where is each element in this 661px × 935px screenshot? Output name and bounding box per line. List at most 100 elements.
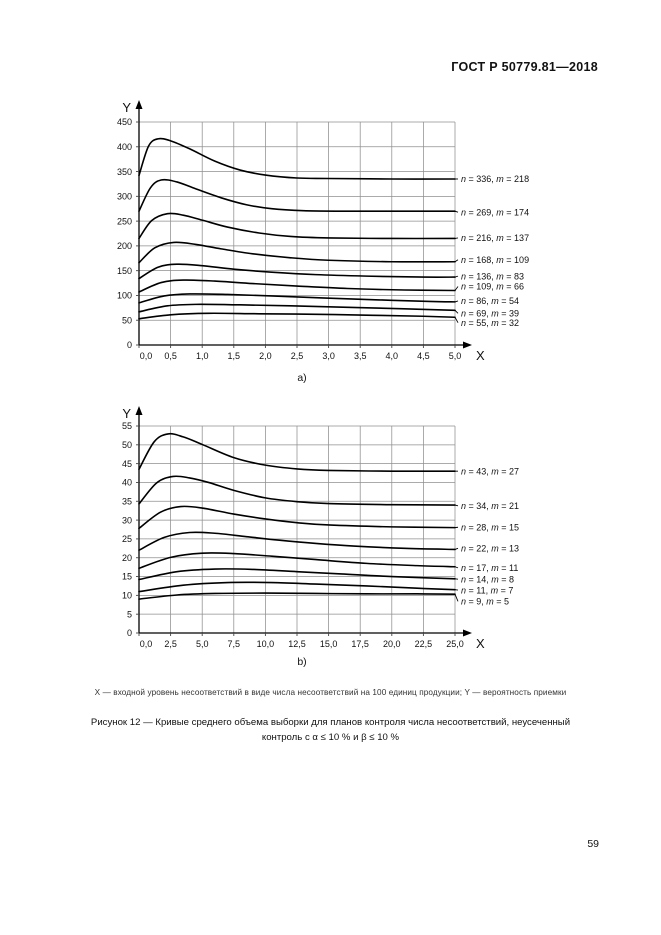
page-number: 59 xyxy=(587,838,599,850)
x-tick-label: 2,5 xyxy=(291,351,304,361)
x-tick-label: 1,0 xyxy=(196,351,209,361)
curve-b-5 xyxy=(138,568,456,581)
series-label-b-2: n = 28, m = 15 xyxy=(461,522,519,532)
series-label-b-0: n = 43, m = 27 xyxy=(461,466,519,476)
x-tick-label: 5,0 xyxy=(449,351,462,361)
curve-a-1 xyxy=(138,178,456,213)
y-tick-label: 25 xyxy=(122,534,132,544)
y-tick-label: 0 xyxy=(127,628,132,638)
series-label-a-2: n = 216, m = 137 xyxy=(461,233,529,243)
series-label-a-8: n = 55, m = 32 xyxy=(461,318,519,328)
y-tick-label: 55 xyxy=(122,421,132,431)
series-label-b-5: n = 14, m = 8 xyxy=(461,574,514,584)
figure-caption-line2: контроль с α ≤ 10 % и β ≤ 10 % xyxy=(261,731,400,743)
y-tick-label: 300 xyxy=(117,192,132,202)
x-tick-label: 2,0 xyxy=(259,351,272,361)
x-axis-arrow xyxy=(463,629,472,637)
x-tick-label: 3,0 xyxy=(322,351,335,361)
series-labels: n = 336, m = 218 n = 269, m = 174 n = 216,… xyxy=(454,174,529,328)
y-tick-label: 20 xyxy=(122,553,132,563)
x-tick-label: 7,5 xyxy=(228,639,241,649)
grid xyxy=(139,121,456,345)
chart-b: b) n = 43, m = 27 n = 34, m = 21 n = 28, m… xyxy=(122,406,519,668)
y-axis-title: Y xyxy=(122,406,131,421)
x-tick-label: 22,5 xyxy=(415,639,433,649)
y-axis-arrow xyxy=(135,406,143,415)
series-label-b-6: n = 11, m = 7 xyxy=(461,585,513,595)
y-tick-label: 35 xyxy=(122,496,132,506)
curve-b-2 xyxy=(138,505,456,530)
x-tick-label: 2,5 xyxy=(164,639,177,649)
x-tick-label: 3,5 xyxy=(354,351,367,361)
curve-b-4 xyxy=(138,552,456,570)
y-tick-label: 100 xyxy=(117,291,132,301)
x-tick-label: 4,0 xyxy=(386,351,399,361)
curve-b-7 xyxy=(138,592,456,600)
x-tick-label: 0,0 xyxy=(140,351,153,361)
curve-a-7 xyxy=(138,303,456,313)
axes xyxy=(135,100,472,349)
curve-b-3 xyxy=(138,531,456,551)
x-tick-label: 25,0 xyxy=(446,639,464,649)
curve-a-5 xyxy=(138,279,456,293)
y-tick-label: 10 xyxy=(122,591,132,601)
y-tick-label: 0 xyxy=(127,340,132,350)
x-tick-label: 12,5 xyxy=(288,639,306,649)
grid xyxy=(139,425,456,633)
series-label-a-0: n = 336, m = 218 xyxy=(461,174,529,184)
curve-b-6 xyxy=(138,581,456,593)
x-axis-title: X xyxy=(476,636,485,651)
y-tick-label: 350 xyxy=(117,167,132,177)
curve-a-3 xyxy=(138,241,456,264)
series-label-b-7: n = 9, m = 5 xyxy=(461,597,509,607)
series-label-a-4: n = 136, m = 83 xyxy=(461,271,524,281)
curve-b-0 xyxy=(138,432,456,473)
x-tick-label: 10,0 xyxy=(257,639,275,649)
axes xyxy=(135,406,472,637)
figure-caption-line1: Рисунок 12 — Кривые среднего объема выбо… xyxy=(90,717,571,728)
y-tick-label: 5 xyxy=(127,609,132,619)
page-header: ГОСТ Р 50779.81—2018 xyxy=(451,60,598,74)
series-label-b-1: n = 34, m = 21 xyxy=(461,501,519,511)
x-axis-arrow xyxy=(463,341,472,349)
series-label-a-3: n = 168, m = 109 xyxy=(461,255,529,265)
series-label-a-7: n = 69, m = 39 xyxy=(461,308,519,318)
curve-a-4 xyxy=(138,263,456,280)
x-axis-title: X xyxy=(476,348,485,363)
curve-a-8 xyxy=(138,312,456,320)
axes-definition-note: X — входной уровень несоответствий в вид… xyxy=(94,688,567,697)
curves xyxy=(138,432,456,600)
x-tick-label: 20,0 xyxy=(383,639,401,649)
y-tick-label: 400 xyxy=(117,142,132,152)
series-labels: n = 43, m = 27 n = 34, m = 21 n = 28, m = … xyxy=(454,466,519,607)
curve-a-2 xyxy=(138,212,456,240)
y-tick-label: 30 xyxy=(122,515,132,525)
y-tick-label: 200 xyxy=(117,241,132,251)
y-tick-label: 15 xyxy=(122,572,132,582)
chart-a: a) n = 336, m = 218 n = 269, m = 174 n = 2… xyxy=(117,100,529,384)
y-tick-label: 150 xyxy=(117,266,132,276)
series-label-a-6: n = 86, m = 54 xyxy=(461,296,519,306)
curve-a-0 xyxy=(138,137,456,180)
series-label-a-5: n = 109, m = 66 xyxy=(461,282,524,292)
chart-a-sublabel: a) xyxy=(297,372,306,384)
y-tick-label: 40 xyxy=(122,478,132,488)
curve-b-1 xyxy=(138,475,456,506)
chart-b-sublabel: b) xyxy=(297,656,306,668)
x-tick-label: 15,0 xyxy=(320,639,338,649)
series-label-b-3: n = 22, m = 13 xyxy=(461,544,519,554)
curve-a-6 xyxy=(138,293,456,304)
x-tick-label: 17,5 xyxy=(351,639,369,649)
x-tick-label: 5,0 xyxy=(196,639,209,649)
x-tick-label: 0,5 xyxy=(164,351,177,361)
y-tick-label: 450 xyxy=(117,117,132,127)
figure-caption: Рисунок 12 — Кривые среднего объема выбо… xyxy=(40,716,621,746)
series-label-a-1: n = 269, m = 174 xyxy=(461,207,529,217)
y-tick-label: 50 xyxy=(122,315,132,325)
x-tick-label: 0,0 xyxy=(140,639,153,649)
series-label-b-4: n = 17, m = 11 xyxy=(461,563,518,573)
ticks: 0,0 2,5 5,0 7,5 10,0 12,5 15,0 17,5 20,0 22,5 25,0… xyxy=(122,421,464,649)
y-tick-label: 250 xyxy=(117,216,132,226)
y-axis-title: Y xyxy=(122,100,131,115)
